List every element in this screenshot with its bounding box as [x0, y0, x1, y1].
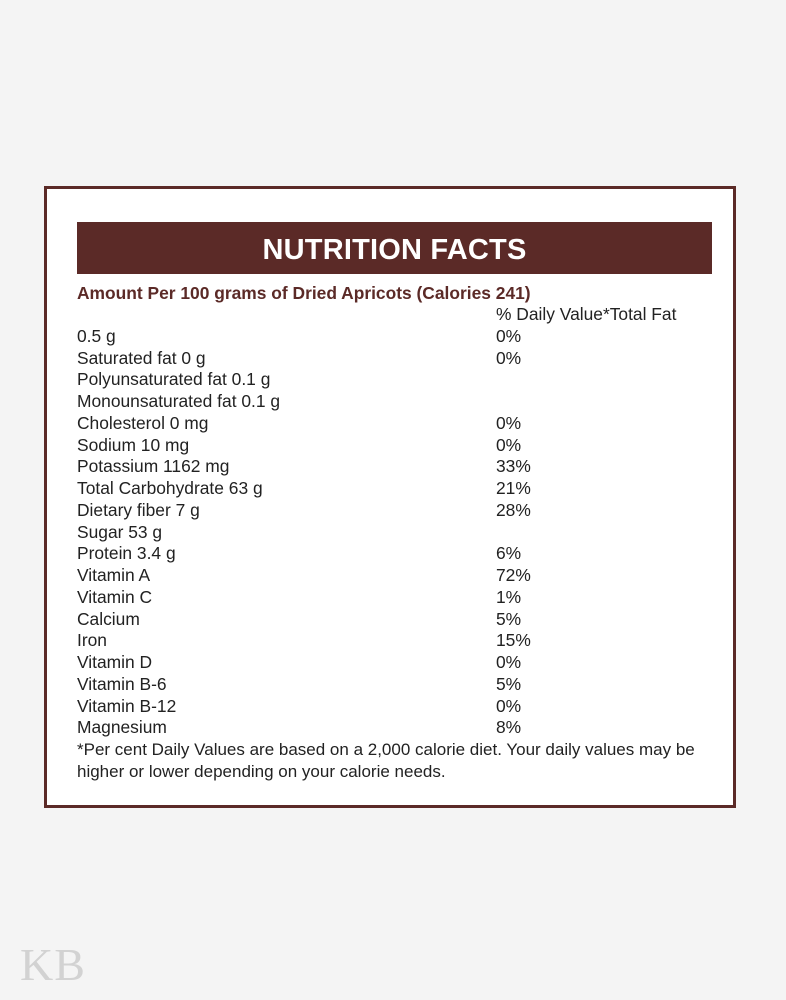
- nutrient-row: Iron 15%: [77, 630, 717, 652]
- nutrient-name: Potassium 1162 mg: [77, 456, 230, 477]
- nutrient-row: Vitamin A 72%: [77, 565, 717, 587]
- nutrient-daily-value: 0%: [496, 695, 522, 716]
- nutrient-row: Vitamin B-12 0%: [77, 696, 717, 718]
- serving-subtitle: Amount Per 100 grams of Dried Apricots (…: [77, 283, 531, 303]
- brand-watermark: KB: [20, 939, 86, 990]
- nutrient-row: Magnesium 8%: [77, 717, 717, 739]
- nutrient-name: Vitamin D: [77, 652, 153, 672]
- nutrient-name: Cholesterol 0 mg: [77, 412, 209, 433]
- nutrient-name: Polyunsaturated fat 0.1 g: [77, 369, 271, 390]
- nutrient-name: Vitamin C: [77, 586, 153, 607]
- nutrient-row: Potassium 1162 mg 33%: [77, 456, 717, 478]
- nutrient-daily-value: 0%: [496, 434, 522, 455]
- nutrition-title: NUTRITION FACTS: [77, 222, 712, 274]
- nutrient-name: Monounsaturated fat 0.1 g: [77, 391, 281, 411]
- nutrient-name: Vitamin A: [77, 565, 151, 585]
- nutrient-row: Polyunsaturated fat 0.1 g: [77, 369, 717, 391]
- nutrient-name: Vitamin B-6: [77, 673, 167, 694]
- nutrient-daily-value: 5%: [496, 608, 522, 629]
- nutrient-name: Dietary fiber 7 g: [77, 499, 200, 520]
- nutrient-list: 0.5 g 0% Saturated fat 0 g 0% Polyunsaturate…: [77, 326, 717, 739]
- nutrient-daily-value: 8%: [496, 717, 522, 738]
- nutrient-row: Vitamin B-6 5%: [77, 674, 717, 696]
- nutrient-row: Cholesterol 0 mg 0%: [77, 413, 717, 435]
- nutrient-name: Sugar 53 g: [77, 521, 163, 542]
- nutrient-row: Sodium 10 mg 0%: [77, 435, 717, 457]
- nutrient-daily-value: 0%: [496, 325, 522, 346]
- daily-value-footnote: *Per cent Daily Values are based on a 2,…: [77, 740, 695, 781]
- nutrient-daily-value: 0%: [496, 652, 522, 672]
- nutrient-name: Magnesium: [77, 717, 167, 738]
- nutrient-row: Vitamin C 1%: [77, 587, 717, 609]
- nutrient-name: Saturated fat 0 g: [77, 347, 206, 368]
- nutrient-name: Vitamin B-12: [77, 695, 177, 716]
- nutrient-name: Calcium: [77, 608, 140, 629]
- nutrient-daily-value: 0%: [496, 412, 522, 433]
- nutrient-row: Dietary fiber 7 g 28%: [77, 500, 717, 522]
- nutrient-row: Total Carbohydrate 63 g 21%: [77, 478, 717, 500]
- nutrient-daily-value: 5%: [496, 673, 522, 694]
- nutrient-daily-value: 0%: [496, 347, 522, 368]
- daily-value-header: % Daily Value*Total Fat: [496, 304, 677, 324]
- nutrient-name: Total Carbohydrate 63 g: [77, 478, 263, 498]
- nutrient-daily-value: 72%: [496, 565, 531, 585]
- nutrient-row: Saturated fat 0 g 0%: [77, 348, 717, 370]
- nutrient-name: Iron: [77, 630, 107, 651]
- nutrient-daily-value: 33%: [496, 456, 531, 477]
- nutrition-label: NUTRITION FACTS Amount Per 100 grams of …: [44, 186, 736, 808]
- nutrient-row: Sugar 53 g: [77, 522, 717, 544]
- nutrient-row: 0.5 g 0%: [77, 326, 717, 348]
- nutrient-daily-value: 15%: [496, 630, 531, 651]
- nutrient-row: Vitamin D 0%: [77, 652, 717, 674]
- nutrient-name: Sodium 10 mg: [77, 434, 190, 455]
- nutrition-content: Amount Per 100 grams of Dried Apricots (…: [77, 282, 717, 783]
- nutrient-row: Monounsaturated fat 0.1 g: [77, 391, 717, 413]
- nutrient-row: Protein 3.4 g 6%: [77, 543, 717, 565]
- nutrient-daily-value: 28%: [496, 499, 531, 520]
- daily-value-header-row: % Daily Value*Total Fat: [77, 304, 717, 326]
- nutrient-daily-value: 21%: [496, 478, 531, 498]
- nutrient-name: Protein 3.4 g: [77, 543, 176, 564]
- nutrient-daily-value: 6%: [496, 543, 522, 564]
- nutrient-row: Calcium 5%: [77, 609, 717, 631]
- nutrient-name: 0.5 g: [77, 325, 116, 346]
- nutrient-daily-value: 1%: [496, 586, 522, 607]
